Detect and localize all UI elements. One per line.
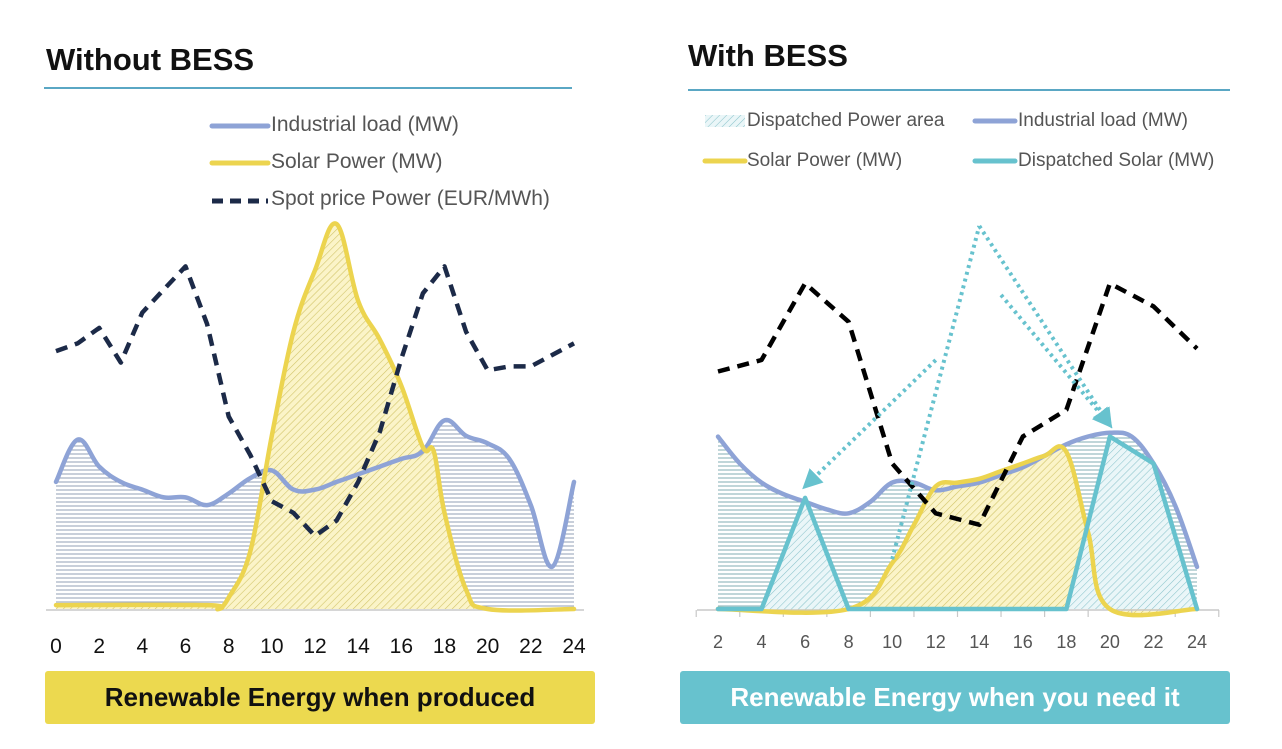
left-x-tick-label: 6 xyxy=(180,635,192,658)
right-title-rule xyxy=(688,89,1230,91)
right-x-tick-label: 16 xyxy=(1013,632,1033,652)
left-x-tick-label: 16 xyxy=(390,635,413,658)
right-legend-area-label: Dispatched Power area xyxy=(747,110,945,131)
left-x-tick-label: 0 xyxy=(50,635,62,658)
right-x-tick-label: 2 xyxy=(713,632,723,652)
right-legend-load-label: Industrial load (MW) xyxy=(1018,110,1188,131)
left-price-line xyxy=(55,264,576,539)
left-x-tick-label: 2 xyxy=(93,635,105,658)
left-legend-load-label: Industrial load (MW) xyxy=(271,113,459,136)
left-banner: Renewable Energy when produced xyxy=(45,671,595,724)
left-x-tick-label: 4 xyxy=(136,635,148,658)
left-solar-line xyxy=(53,221,577,613)
right-dispatch-arrow xyxy=(890,225,982,560)
left-x-tick-label: 8 xyxy=(223,635,235,658)
right-x-tick-label: 8 xyxy=(844,632,854,652)
right-x-tick-label: 4 xyxy=(757,632,767,652)
left-chart-title: Without BESS xyxy=(46,42,255,77)
right-x-tick-label: 10 xyxy=(882,632,902,652)
left-x-tick-label: 12 xyxy=(303,635,326,658)
right-x-tick-label: 24 xyxy=(1187,632,1207,652)
right-x-tick-label: 18 xyxy=(1056,632,1076,652)
right-dispatch-arrow xyxy=(999,293,1113,429)
left-legend-price-label: Spot price Power (EUR/MWh) xyxy=(271,187,550,210)
left-legend-solar-label: Solar Power (MW) xyxy=(271,150,443,173)
right-dispatch-arrow xyxy=(977,224,1113,429)
right-solar-line xyxy=(715,444,1200,618)
right-x-tick-label: 6 xyxy=(800,632,810,652)
left-x-tick-label: 22 xyxy=(519,635,542,658)
left-load-line xyxy=(53,417,577,569)
right-legend-dispatched-label: Dispatched Solar (MW) xyxy=(1018,150,1215,171)
right-price-line xyxy=(717,281,1199,527)
right-banner: Renewable Energy when you need it xyxy=(680,671,1230,724)
right-legend-solar-label: Solar Power (MW) xyxy=(747,150,903,171)
left-legend-swatches xyxy=(209,123,271,204)
right-x-tick-label: 20 xyxy=(1100,632,1120,652)
left-x-tick-label: 14 xyxy=(346,635,370,658)
left-x-tick-label: 24 xyxy=(562,635,586,658)
right-dispatch-arrow xyxy=(802,358,938,490)
right-legend-swatches xyxy=(702,115,1018,164)
right-x-tick-label: 14 xyxy=(969,632,989,652)
left-x-tick-label: 18 xyxy=(433,635,456,658)
right-dispatched-line xyxy=(715,434,1200,612)
right-plot: 2 4 6 8 10 12 14 16 18 20 22 24 xyxy=(695,224,1220,652)
right-x-tick-label: 22 xyxy=(1143,632,1163,652)
left-title-rule xyxy=(44,87,572,89)
left-x-tick-label: 20 xyxy=(476,635,499,658)
left-x-tick-label: 10 xyxy=(260,635,283,658)
right-x-tick-label: 12 xyxy=(926,632,946,652)
left-plot: 0 2 4 6 8 10 12 14 16 18 20 22 24 xyxy=(46,221,586,658)
right-load-line xyxy=(715,430,1200,570)
right-legend-area-swatch xyxy=(705,115,745,127)
right-chart-title: With BESS xyxy=(688,38,848,73)
